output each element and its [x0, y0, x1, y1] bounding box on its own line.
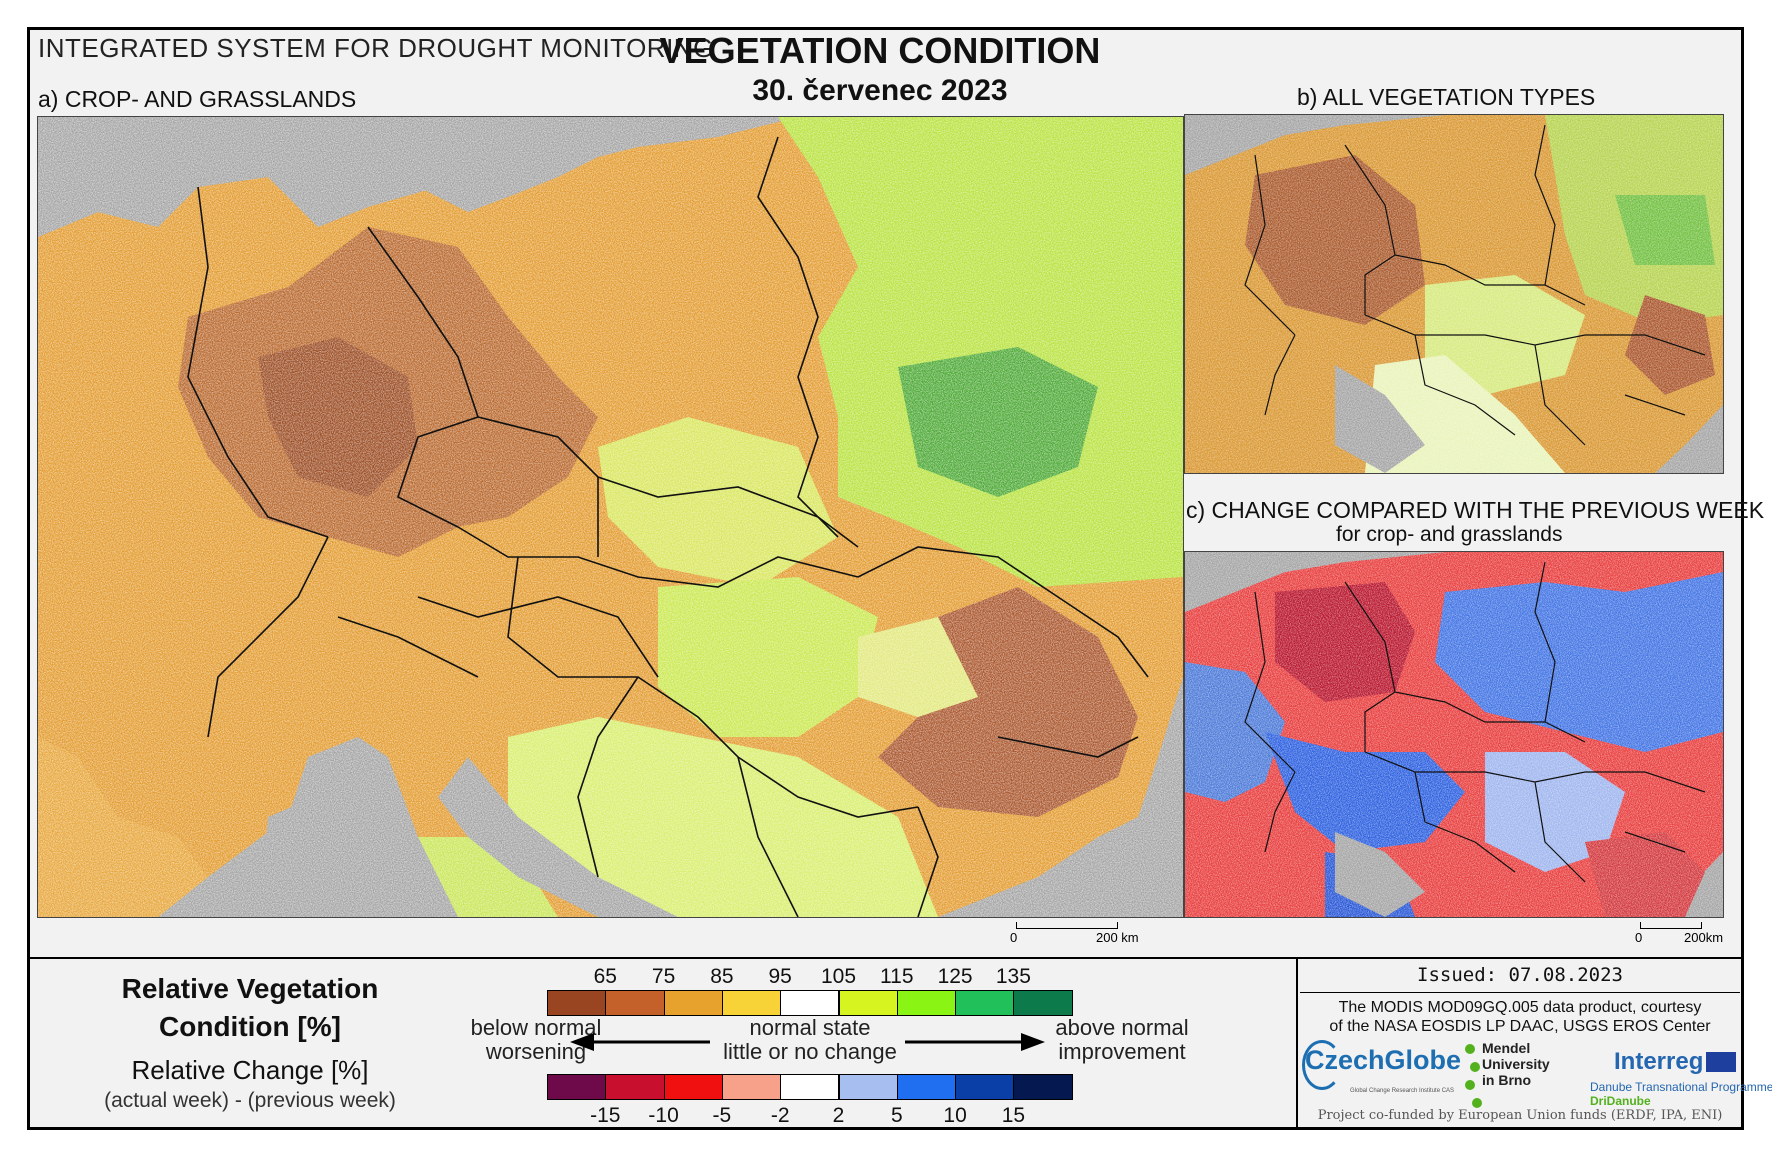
- mendel-dot-icon: [1472, 1098, 1482, 1108]
- credit-line2: of the NASA EOSDIS LP DAAC, USGS EROS Ce…: [1329, 1018, 1711, 1035]
- rvc-swatch: [780, 990, 840, 1016]
- left-description: below normal worsening: [436, 1016, 636, 1064]
- data-credit: The MODIS MOD09GQ.005 data product, cour…: [1300, 998, 1740, 1036]
- rvc-title-line1: Relative Vegetation: [121, 973, 379, 1004]
- rc-swatch: [605, 1074, 665, 1100]
- rc-legend-subtitle: (actual week) - (previous week): [104, 1089, 396, 1112]
- rc-tick: 15: [1001, 1104, 1026, 1127]
- scalebar-c-start: 0: [1635, 930, 1643, 945]
- mendel-line3: in Brno: [1482, 1072, 1531, 1088]
- rvc-tick: 125: [937, 965, 973, 988]
- rc-swatch: [955, 1074, 1015, 1100]
- map-weekly-change: [1184, 551, 1724, 918]
- rvc-tick: 75: [651, 965, 676, 988]
- panel-c-sublabel: for crop- and grasslands: [1336, 523, 1563, 546]
- map-c-graphic: [1185, 552, 1723, 917]
- funding-note: Project co-funded by European Union fund…: [1317, 1108, 1723, 1123]
- legend-top-border: [27, 957, 1744, 959]
- left-desc-line2: worsening: [485, 1039, 587, 1064]
- rvc-tick: 135: [995, 965, 1031, 988]
- panel-b-label: b) ALL VEGETATION TYPES: [1297, 84, 1596, 110]
- scalebar-a-end: 200 km: [1096, 930, 1139, 945]
- center-desc-line2: little or no change: [723, 1039, 897, 1064]
- eu-flag-icon: [1706, 1052, 1736, 1072]
- rc-legend-title: Relative Change [%]: [131, 1055, 369, 1085]
- map-crop-grasslands: [37, 116, 1184, 918]
- rc-swatch: [721, 1074, 782, 1100]
- legend-divider: [1296, 959, 1298, 1130]
- scalebar-a-start: 0: [1010, 930, 1018, 945]
- arrow-right-icon: [905, 1033, 1045, 1051]
- rvc-swatch: [896, 990, 957, 1016]
- issued-date: Issued: 07.08.2023: [1417, 964, 1623, 986]
- rvc-title-line2: Condition [%]: [159, 1011, 341, 1042]
- scalebar-c-end: 200km: [1684, 930, 1724, 945]
- rvc-swatch: [663, 990, 723, 1016]
- mendel-dot-icon: [1465, 1080, 1475, 1090]
- center-description: normal state little or no change: [700, 1016, 920, 1064]
- rvc-swatch: [1013, 990, 1073, 1016]
- system-title: INTEGRATED SYSTEM FOR DROUGHT MONITORING: [38, 33, 714, 63]
- czechglobe-logo: CzechGlobe: [1305, 1045, 1462, 1075]
- rc-swatch: [896, 1074, 957, 1100]
- rvc-swatch: [838, 990, 898, 1016]
- rvc-swatch: [955, 990, 1015, 1016]
- rc-swatch: [838, 1074, 898, 1100]
- interreg-sub2: DriDanube: [1590, 1094, 1651, 1108]
- left-desc-line1: below normal: [470, 1015, 602, 1040]
- rvc-swatch: [721, 990, 782, 1016]
- right-desc-line2: improvement: [1058, 1039, 1186, 1064]
- rvc-tick: 85: [710, 965, 734, 988]
- czechglobe-logo-ring: [1302, 1040, 1342, 1090]
- rc-tick: -2: [770, 1104, 790, 1127]
- rc-tick: 10: [943, 1104, 967, 1127]
- rc-swatch: [1013, 1074, 1073, 1100]
- map-a-graphic: [38, 117, 1183, 917]
- mendel-line1: Mendel: [1482, 1040, 1531, 1056]
- rvc-tick: 65: [593, 965, 617, 988]
- map-all-vegetation: [1184, 114, 1724, 474]
- issued-divider: [1300, 992, 1740, 993]
- main-title: VEGETATION CONDITION: [659, 30, 1101, 71]
- mendel-line2: University: [1482, 1056, 1550, 1072]
- mendel-dot-icon: [1465, 1044, 1475, 1054]
- mendel-university-logo: Mendel University in Brno: [1482, 1040, 1550, 1088]
- rvc-legend-title: Relative Vegetation Condition [%]: [40, 970, 460, 1046]
- rvc-swatch: [547, 990, 607, 1016]
- panel-c-label: c) CHANGE COMPARED WITH THE PREVIOUS WEE…: [1186, 497, 1765, 523]
- interreg-logo: Interreg: [1614, 1048, 1704, 1075]
- rc-tick: 2: [832, 1104, 845, 1127]
- credit-line1: The MODIS MOD09GQ.005 data product, cour…: [1338, 999, 1702, 1016]
- rvc-tick: 105: [820, 965, 857, 988]
- rvc-swatch: [605, 990, 665, 1016]
- right-desc-line1: above normal: [1055, 1015, 1189, 1040]
- panel-a-label: a) CROP- AND GRASSLANDS: [38, 86, 357, 112]
- date-label: 30. červenec 2023: [752, 74, 1008, 107]
- rc-swatch: [780, 1074, 840, 1100]
- arrow-left-icon: [570, 1033, 710, 1051]
- rc-tick: -10: [648, 1104, 679, 1127]
- right-description: above normal improvement: [1022, 1016, 1222, 1064]
- mendel-dot-icon: [1470, 1062, 1480, 1072]
- map-b-graphic: [1185, 115, 1723, 473]
- rc-tick: -15: [590, 1104, 621, 1127]
- center-desc-line1: normal state: [749, 1015, 871, 1040]
- rvc-tick: 115: [880, 965, 914, 988]
- rc-tick: 5: [890, 1104, 903, 1127]
- interreg-sub: Danube Transnational Programme: [1590, 1080, 1772, 1094]
- czechglobe-sub: Global Change Research Institute CAS: [1350, 1088, 1455, 1094]
- rc-tick: -5: [712, 1104, 732, 1127]
- rc-swatch: [663, 1074, 723, 1100]
- rvc-tick: 95: [768, 965, 792, 988]
- rc-swatch: [547, 1074, 607, 1100]
